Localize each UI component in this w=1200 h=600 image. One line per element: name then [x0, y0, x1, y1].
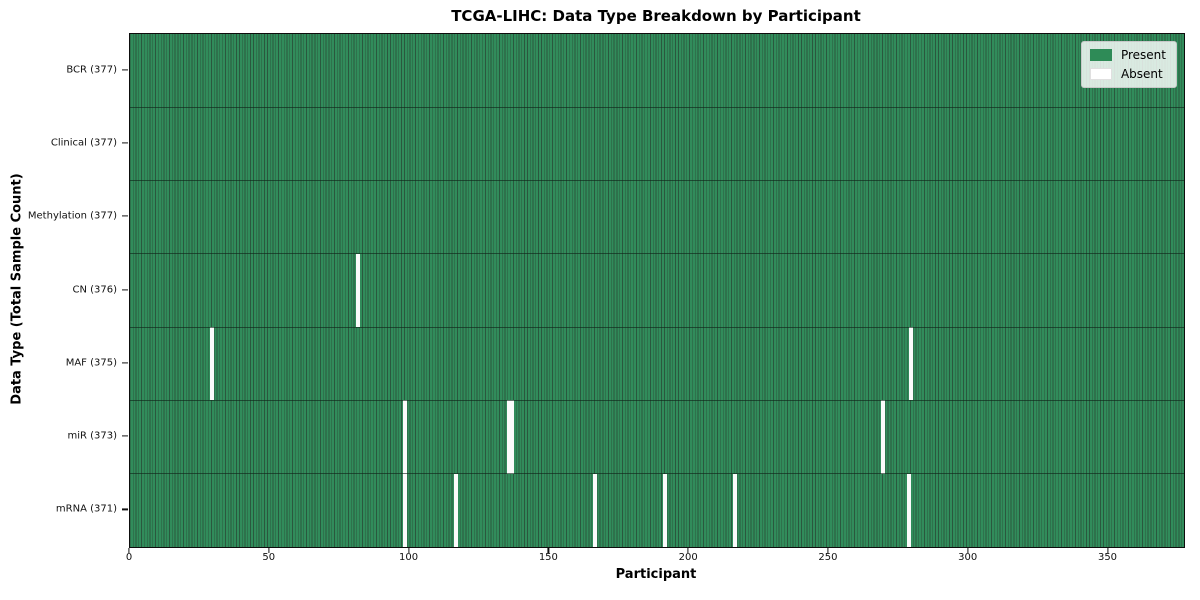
y-tick-label: BCR (377) — [66, 64, 117, 76]
y-tick-mark — [121, 215, 128, 217]
chart-title: TCGA-LIHC: Data Type Breakdown by Partic… — [451, 7, 861, 25]
absent-cell — [881, 400, 886, 474]
x-tick-mark — [1106, 547, 1109, 553]
y-tick-label: Clinical (377) — [50, 137, 117, 149]
y-tick-mark — [121, 288, 128, 291]
absent-cell — [593, 473, 598, 547]
y-tick-mark — [121, 69, 128, 71]
row-separator — [130, 326, 1184, 328]
row-separator — [130, 473, 1184, 475]
absent-cell — [663, 473, 668, 547]
x-tick-label: 200 — [678, 552, 698, 563]
legend-entry-absent: Absent — [1089, 67, 1166, 81]
x-tick-mark — [128, 547, 130, 553]
absent-cell — [403, 400, 408, 474]
y-tick-label: mRNA (371) — [55, 503, 117, 515]
y-tick-mark — [121, 362, 128, 364]
present-swatch-icon — [1089, 49, 1112, 61]
x-tick-mark — [687, 547, 689, 553]
x-tick-mark — [827, 547, 829, 553]
row-separator — [130, 179, 1184, 182]
y-tick-label: Methylation (377) — [27, 210, 117, 222]
x-tick-mark — [547, 547, 549, 553]
row-separator — [130, 399, 1184, 402]
absent-cell — [509, 400, 514, 474]
absent-cell — [453, 473, 458, 547]
legend-label-present: Present — [1120, 48, 1166, 62]
x-tick-label: 300 — [958, 552, 978, 563]
x-tick-label: 350 — [1097, 552, 1118, 563]
x-tick-label: 0 — [125, 552, 133, 563]
y-tick-mark — [121, 142, 128, 144]
x-axis-label: Participant — [615, 567, 697, 582]
x-tick-label: 100 — [399, 552, 419, 563]
legend-entry-present: Present — [1089, 48, 1166, 62]
x-tick-label: 150 — [538, 552, 558, 563]
row-separator — [130, 253, 1184, 255]
absent-swatch-icon — [1089, 68, 1112, 80]
absent-cell — [210, 327, 215, 401]
y-tick-label: MAF (375) — [65, 357, 117, 369]
absent-cell — [506, 400, 511, 474]
x-tick-label: 50 — [262, 552, 276, 563]
legend-label-absent: Absent — [1120, 67, 1163, 81]
x-tick-mark — [268, 547, 270, 553]
y-tick-label: CN (376) — [72, 284, 117, 295]
absent-cell — [906, 473, 911, 547]
x-tick-mark — [407, 547, 410, 553]
absent-cell — [909, 327, 914, 401]
legend: Present Absent — [1080, 41, 1177, 88]
y-tick-mark — [121, 508, 128, 510]
y-tick-mark — [121, 435, 128, 437]
row-separator — [130, 106, 1184, 108]
x-tick-label: 250 — [818, 552, 838, 563]
absent-cell — [733, 473, 738, 547]
absent-cell — [355, 253, 360, 328]
plot-area: Present Absent — [129, 33, 1185, 548]
x-tick-mark — [967, 547, 969, 553]
y-tick-label: miR (373) — [67, 430, 117, 442]
absent-cell — [403, 473, 408, 547]
